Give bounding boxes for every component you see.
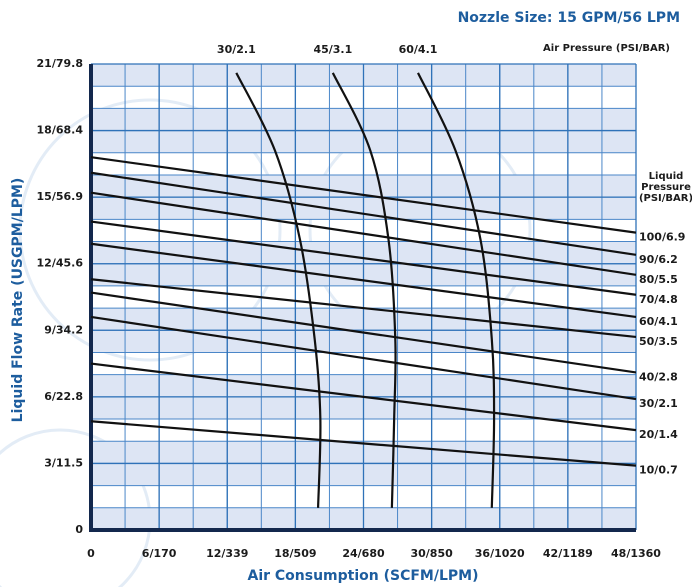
series-line — [90, 191, 637, 276]
line-label: 80/5.5 — [639, 273, 678, 286]
series-line — [417, 72, 496, 508]
y-tick-label: 6/22.8 — [44, 390, 83, 403]
chart-title: Nozzle Size: 15 GPM/56 LPM — [458, 10, 680, 26]
line-label: 60/4.1 — [639, 315, 678, 328]
line-label: 20/1.4 — [639, 428, 678, 441]
y-tick-label: 0 — [75, 523, 83, 536]
y-tick-label: 18/68.4 — [37, 124, 84, 137]
air-pressure-label: Air Pressure (PSI/BAR) — [543, 43, 670, 54]
x-tick-label: 42/1189 — [543, 547, 593, 560]
y-tick-label: 12/45.6 — [37, 257, 84, 270]
y-tick-label: 9/34.2 — [44, 323, 83, 336]
series-line — [90, 156, 637, 234]
axis-line — [89, 64, 636, 532]
series-line — [90, 291, 637, 374]
curve-label: 30/2.1 — [217, 43, 256, 56]
x-axis-title: Air Consumption (SCFM/LPM) — [247, 568, 478, 584]
series-line — [331, 72, 397, 508]
x-tick-label: 18/509 — [274, 547, 316, 560]
y-axis-title: Liquid Flow Rate (USGPM/LPM) — [10, 178, 26, 423]
y-tick-label: 21/79.8 — [37, 57, 83, 70]
series-line — [90, 315, 637, 401]
series-line — [90, 420, 637, 467]
x-tick-label: 24/680 — [342, 547, 385, 560]
line-label: 100/6.9 — [639, 231, 685, 244]
line-label: 40/2.8 — [639, 370, 678, 383]
line-label: 70/4.8 — [639, 293, 678, 306]
line-label: 50/3.5 — [639, 335, 678, 348]
x-tick-label: 36/1020 — [475, 547, 525, 560]
series-line — [90, 242, 637, 319]
line-label: 10/0.7 — [639, 464, 678, 477]
series-line — [90, 171, 637, 256]
x-tick-label: 48/1360 — [611, 547, 661, 560]
series-line — [235, 72, 322, 508]
x-tick-label: 30/850 — [410, 547, 453, 560]
y-tick-label: 15/56.9 — [37, 190, 83, 203]
x-tick-label: 12/339 — [206, 547, 248, 560]
series-line — [90, 220, 637, 296]
y-tick-label: 3/11.5 — [44, 456, 83, 469]
series-line — [90, 362, 637, 432]
curve-label: 45/3.1 — [313, 43, 352, 56]
line-label: 30/2.1 — [639, 397, 678, 410]
x-tick-label: 6/170 — [142, 547, 177, 560]
curve-label: 60/4.1 — [399, 43, 438, 56]
x-tick-label: 0 — [87, 547, 95, 560]
series-line — [90, 278, 637, 339]
liquid-pressure-label: Liquid Pressure (PSI/BAR) — [639, 171, 692, 204]
line-label: 90/6.2 — [639, 253, 678, 266]
